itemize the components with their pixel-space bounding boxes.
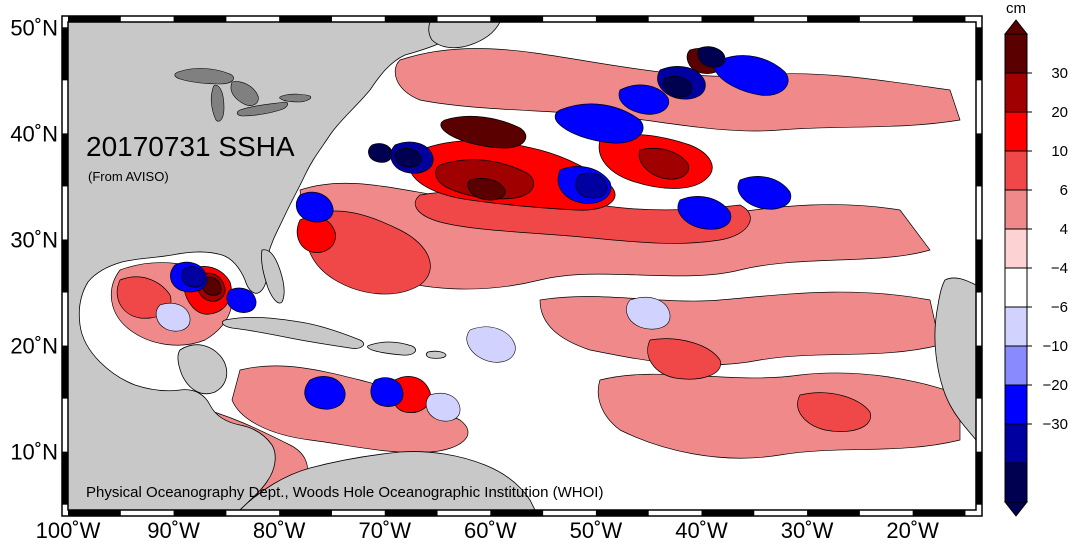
colorbar-swatches: [1003, 19, 1029, 517]
land-puerto-rico: [425, 350, 447, 359]
frame-tick-segment: [384, 16, 438, 22]
frame-tick-segment: [595, 510, 649, 516]
land-south-america: [239, 451, 536, 510]
colorbar-swatch: [1004, 111, 1028, 152]
land-masses: [68, 22, 976, 510]
map-subtitle: (From AVISO): [88, 169, 169, 184]
frame-tick-segment: [490, 510, 544, 516]
map-plot-area: [68, 22, 976, 510]
frame-tick-segment: [490, 16, 544, 22]
frame-tick-segment: [279, 510, 332, 516]
colorbar-label: −30: [1043, 416, 1068, 433]
colorbar-swatch: [1004, 384, 1028, 425]
frame-tick-segment: [173, 16, 227, 22]
longitude-tick-label: 90˚W: [147, 518, 200, 542]
colorbar-label: −4: [1051, 260, 1068, 277]
longitude-tick-label: 20˚W: [886, 518, 939, 542]
map-title: 20170731 SSHA: [86, 131, 295, 162]
frame-tick-segment: [912, 16, 966, 22]
lake-michigan: [210, 84, 225, 122]
longitude-tick-label: 70˚W: [358, 518, 411, 542]
longitude-tick-label: 100˚W: [36, 518, 101, 542]
great-lakes: [174, 68, 312, 122]
colorbar-top-arrow: [1003, 19, 1029, 35]
colorbar-swatch: [1004, 189, 1028, 230]
lake-erie: [236, 101, 289, 117]
frame-tick-segment: [976, 345, 982, 399]
longitude-tick-label: 80˚W: [253, 518, 306, 542]
longitude-tick-label: 60˚W: [464, 518, 517, 542]
colorbar-label: 10: [1051, 143, 1068, 160]
colorbar-swatch: [1004, 267, 1028, 308]
frame-tick-segment: [62, 239, 68, 293]
colorbar-swatch: [1004, 72, 1028, 113]
latitude-tick-label: 50˚N: [10, 15, 58, 40]
frame-tick-segment: [976, 239, 982, 293]
frame-tick-segment: [68, 16, 121, 22]
frame-tick-segment: [912, 510, 966, 516]
land-north-america: [68, 22, 471, 510]
longitude-tick-label: 50˚W: [570, 518, 623, 542]
frame-tick-segment: [976, 451, 982, 505]
colorbar-label: 4: [1060, 221, 1068, 238]
anomaly-field-extreme-positive: [201, 47, 723, 296]
colorbar-swatch: [1004, 462, 1028, 503]
colorbar: cm 30 20 10 6 4 −4 −6 −10 −20 −30: [1003, 0, 1068, 517]
frame-tick-segment: [701, 510, 755, 516]
anomaly-field-extreme-negative: [368, 46, 726, 168]
latitude-tick-label: 30˚N: [10, 227, 58, 252]
longitude-tick-labels: 100˚W 90˚W 80˚W 70˚W 60˚W 50˚W 40˚W 30˚W 20˚W: [36, 518, 940, 542]
colorbar-label: 6: [1060, 182, 1068, 199]
frame-tick-segment: [62, 27, 68, 81]
frame-tick-segment: [62, 451, 68, 505]
colorbar-label: 20: [1051, 104, 1068, 121]
land-cuba: [221, 317, 364, 349]
anomaly-field-negative: [170, 55, 792, 410]
frame-tick-segment: [976, 133, 982, 187]
frame-tick-segment: [595, 16, 649, 22]
anomaly-field-light-negative: [155, 296, 671, 422]
lake-ontario: [279, 93, 312, 103]
colorbar-swatch: [1004, 33, 1028, 74]
frame-tick-segment: [701, 16, 755, 22]
frame-tick-segment: [807, 16, 860, 22]
frame-tick-segment: [173, 510, 227, 516]
colorbar-label: −10: [1043, 338, 1068, 355]
lake-huron: [230, 81, 259, 106]
colorbar-swatch: [1004, 423, 1028, 464]
frame-tick-segment: [62, 345, 68, 399]
colorbar-unit: cm: [1006, 0, 1026, 17]
colorbar-labels: 30 20 10 6 4 −4 −6 −10 −20 −30: [1027, 65, 1068, 433]
map-frame: [61, 15, 983, 517]
colorbar-label: −6: [1051, 299, 1068, 316]
land-florida: [261, 249, 285, 304]
colorbar-swatch: [1004, 150, 1028, 191]
latitude-tick-label: 20˚N: [10, 334, 58, 359]
longitude-tick-label: 40˚W: [675, 518, 728, 542]
map-credit: Physical Oceanography Dept., Woods Hole …: [86, 484, 603, 501]
land-africa: [934, 277, 976, 441]
colorbar-label: 30: [1051, 65, 1068, 82]
frame-tick-segment: [68, 510, 121, 516]
colorbar-bottom-arrow: [1003, 501, 1029, 517]
frame-tick-segment: [279, 16, 332, 22]
latitude-tick-label: 10˚N: [10, 440, 58, 465]
land-yucatan: [177, 344, 228, 395]
colorbar-swatch: [1004, 345, 1028, 386]
latitude-tick-labels: 50˚N 40˚N 30˚N 20˚N 10˚N: [10, 15, 58, 464]
longitude-tick-label: 30˚W: [781, 518, 834, 542]
colorbar-swatch: [1004, 228, 1028, 269]
land-hispaniola: [367, 341, 416, 356]
frame-tick-segment: [62, 133, 68, 187]
colorbar-label: −20: [1043, 377, 1068, 394]
frame-tick-segment: [976, 27, 982, 81]
frame-tick-segment: [384, 510, 438, 516]
frame-tick-segment: [807, 510, 860, 516]
colorbar-swatch: [1004, 306, 1028, 347]
lake-superior: [174, 68, 234, 85]
land-newfoundland: [428, 22, 501, 49]
latitude-tick-label: 40˚N: [10, 121, 58, 146]
